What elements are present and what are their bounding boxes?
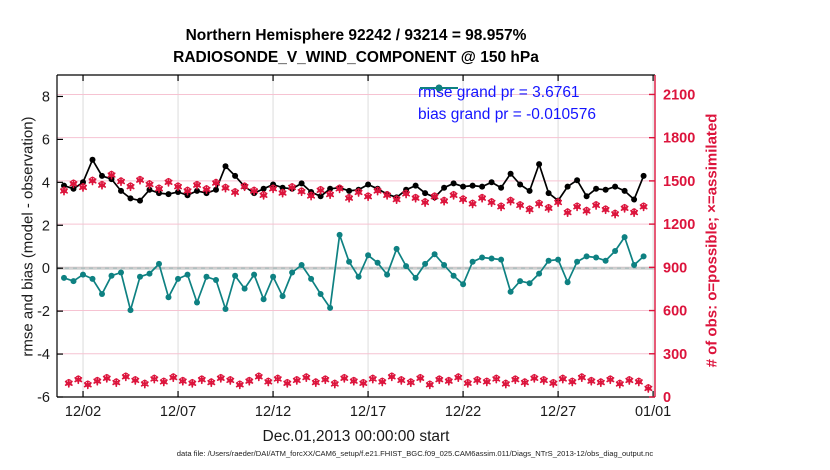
left-y-tick-label: 0 xyxy=(42,261,50,277)
obs-assimilated-00z12z-series xyxy=(60,170,648,219)
left-y-tick-label: 8 xyxy=(42,89,50,105)
chart-title-line1: Northern Hemisphere 92242 / 93214 = 98.9… xyxy=(185,27,527,44)
x-tick-label: 12/22 xyxy=(445,404,481,420)
chart-title-line2: RADIOSONDE_V_WIND_COMPONENT @ 150 hPa xyxy=(173,49,539,66)
bias-series xyxy=(61,231,647,314)
axes: 12/02 12/07 12/12 12/17 12/22 12/27 01/01 -6 -4 -… xyxy=(37,74,695,420)
data-file-footer: data file: /Users/raeder/DAI/ATM_forcXX/… xyxy=(176,449,654,458)
right-y-tick-label: 1800 xyxy=(663,131,695,147)
right-y-tick-label: 2100 xyxy=(663,87,695,103)
right-y-tick-label: 1200 xyxy=(663,217,695,233)
rmse-legend-label: rmse grand pr = 3.6761 xyxy=(418,84,580,101)
x-tick-label: 12/12 xyxy=(255,404,291,420)
x-tick-label: 12/27 xyxy=(540,404,576,420)
x-tick-label: 12/02 xyxy=(65,404,101,420)
x-tick-label: 12/07 xyxy=(160,404,196,420)
rmse-series xyxy=(61,156,647,204)
legend: rmse grand pr = 3.6761 bias grand pr = -… xyxy=(418,82,596,126)
left-y-tick-label: -2 xyxy=(37,304,50,320)
left-y-tick-label: -6 xyxy=(37,390,50,406)
right-y-tick-label: 1500 xyxy=(663,174,695,190)
right-y-tick-label: 300 xyxy=(663,347,687,363)
right-y-tick-label: 900 xyxy=(663,260,687,276)
right-y-tick-label: 600 xyxy=(663,304,687,320)
left-y-tick-label: 6 xyxy=(42,132,50,148)
legend-row-bias: bias grand pr = -0.010576 xyxy=(418,84,596,126)
x-tick-label: 12/17 xyxy=(350,404,386,420)
x-axis-label: Dec.01,2013 00:00:00 start xyxy=(262,428,450,445)
left-y-tick-label: 2 xyxy=(42,218,50,234)
obs-assimilated-06z18z-series xyxy=(64,372,653,393)
bias-legend-label: bias grand pr = -0.010576 xyxy=(418,106,596,123)
x-tick-label: 01/01 xyxy=(635,404,671,420)
left-y-tick-label: -4 xyxy=(37,347,50,363)
bias-legend-swatch xyxy=(420,84,458,92)
right-y-tick-label: 0 xyxy=(663,390,671,406)
left-y-tick-label: 4 xyxy=(42,175,50,191)
